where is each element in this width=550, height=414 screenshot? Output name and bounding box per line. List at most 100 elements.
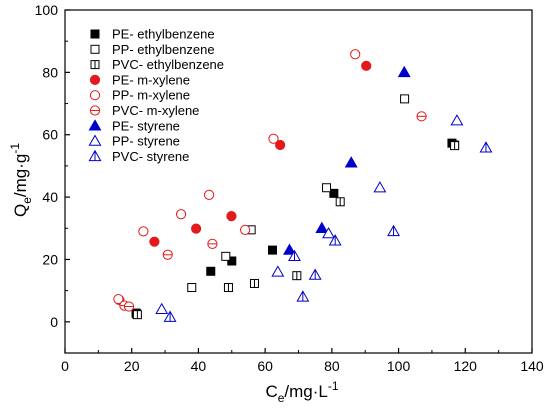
data-point: [226, 211, 237, 222]
data-point: [322, 183, 332, 193]
data-point: [206, 266, 216, 276]
legend-item: PVC- styrene: [88, 149, 189, 164]
data-point: [328, 234, 342, 246]
data-series: [113, 49, 493, 322]
legend-label: PVC- styrene: [112, 149, 189, 164]
series-8: [155, 114, 464, 315]
data-point: [400, 94, 410, 104]
series-2: [132, 94, 460, 319]
marker-circle: [138, 226, 149, 237]
legend-label: PVC- ethylbenzene: [112, 57, 224, 72]
data-point: [283, 243, 296, 255]
marker-square: [267, 245, 277, 255]
marker-triangle: [155, 302, 169, 315]
y-tick-label: 60: [42, 127, 58, 143]
series-7: [283, 65, 411, 255]
marker-triangle: [271, 265, 285, 277]
marker-triangle: [322, 226, 335, 239]
data-point: [373, 181, 387, 193]
legend-marker: [88, 119, 102, 131]
marker-square: [206, 266, 216, 276]
data-point: [450, 114, 464, 126]
data-point: [155, 302, 169, 315]
data-point: [344, 156, 358, 168]
data-point: [187, 283, 197, 293]
x-tick-label: 100: [387, 358, 411, 374]
data-point: [329, 188, 339, 198]
data-point: [223, 283, 233, 293]
y-tick-label: 40: [42, 189, 58, 205]
data-point: [227, 256, 237, 266]
marker-square: [329, 188, 339, 198]
y-tick-label: 20: [42, 251, 58, 267]
data-point: [275, 139, 286, 151]
data-point: [296, 290, 310, 302]
data-point: [175, 209, 187, 220]
marker-circle: [361, 60, 372, 71]
marker-circle: [113, 293, 124, 305]
data-point: [162, 249, 173, 260]
x-tick-label: 80: [324, 358, 340, 374]
y-tick-label: 100: [35, 2, 59, 18]
data-point: [387, 224, 401, 237]
marker-triangle: [88, 134, 102, 146]
y-axis-ticks: 0 20 40 60 80 100: [35, 2, 70, 330]
x-tick-label: 140: [520, 358, 544, 374]
data-point: [163, 310, 177, 322]
legend-label: PE- ethylbenzene: [112, 27, 215, 42]
marker-circle: [204, 189, 215, 201]
legend-item: PE- styrene: [88, 118, 180, 133]
data-point: [123, 301, 135, 312]
x-axis-ticks: 0 20 40 60 80 100 120 140: [61, 348, 544, 374]
data-point: [271, 265, 285, 277]
data-point: [207, 238, 218, 249]
marker-triangle: [344, 156, 358, 168]
data-point: [249, 278, 259, 288]
series-6: [119, 111, 427, 312]
data-point: [450, 141, 460, 151]
legend-item: PVC- m-xylene: [89, 103, 199, 118]
marker-circle: [175, 209, 187, 220]
x-tick-label: 120: [454, 358, 478, 374]
legend-label: PVC- m-xylene: [112, 103, 199, 118]
legend-item: PP- styrene: [88, 134, 180, 149]
legend-label: PE- styrene: [112, 118, 180, 133]
series-3: [132, 141, 460, 320]
marker-square: [322, 183, 332, 193]
data-point: [322, 226, 335, 239]
marker-square: [400, 94, 410, 104]
legend-marker: [89, 74, 101, 86]
data-point: [416, 111, 427, 122]
legend-label: PE- m-xylene: [112, 72, 190, 87]
marker-square: [221, 251, 231, 261]
y-tick-label: 80: [42, 64, 58, 80]
marker-triangle: [315, 221, 329, 233]
marker-circle: [240, 224, 251, 235]
data-point: [397, 65, 411, 78]
marker-circle: [226, 211, 237, 222]
marker-square: [90, 44, 100, 54]
data-point: [221, 251, 231, 261]
legend-marker: [88, 134, 102, 146]
legend-item: PVC- ethylbenzene: [90, 57, 224, 72]
x-tick-label: 20: [124, 358, 140, 374]
x-tick-label: 0: [61, 358, 69, 374]
data-point: [138, 226, 149, 237]
legend-item: PE- m-xylene: [89, 72, 190, 87]
data-point: [350, 49, 361, 60]
legend-marker: [90, 44, 100, 54]
marker-circle: [89, 74, 101, 86]
data-point: [335, 197, 345, 207]
data-point: [292, 271, 302, 281]
y-axis-label: Qe/mg·g-1: [8, 143, 34, 217]
marker-circle: [268, 133, 279, 144]
marker-triangle: [373, 181, 387, 193]
legend-marker: [90, 60, 100, 70]
data-point: [267, 245, 277, 255]
marker-triangle: [88, 119, 102, 131]
marker-triangle: [283, 243, 296, 255]
data-point: [204, 189, 215, 201]
data-point: [268, 133, 279, 144]
